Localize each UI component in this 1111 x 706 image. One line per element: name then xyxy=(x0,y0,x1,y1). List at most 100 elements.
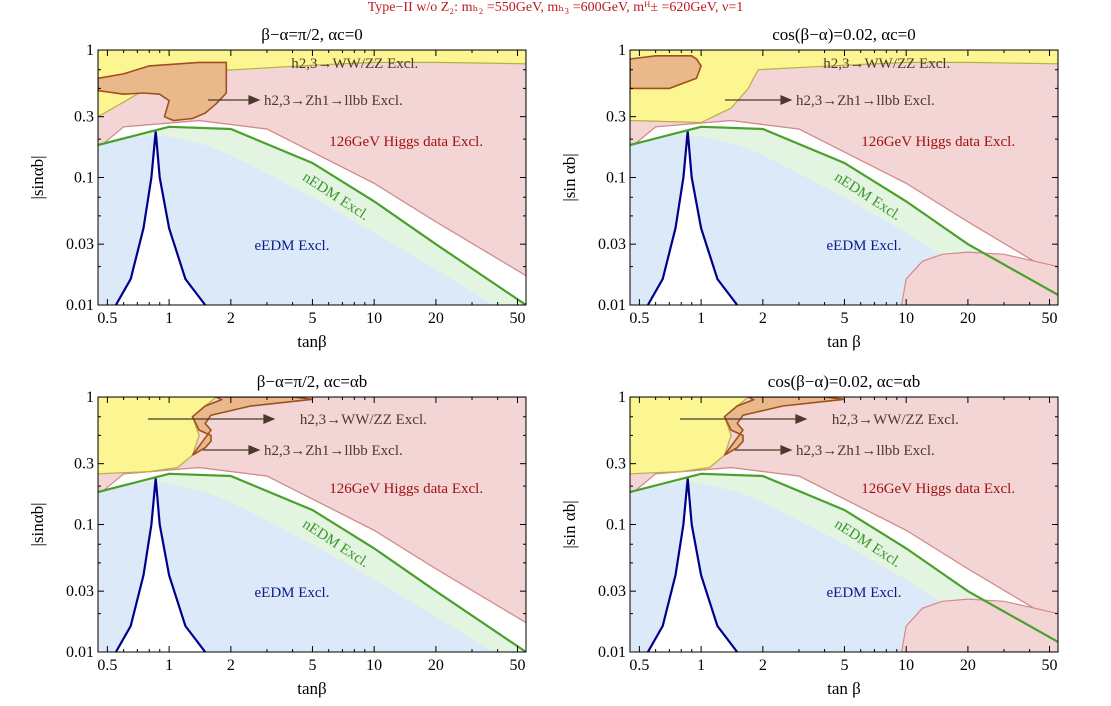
y-tick-label: 0.03 xyxy=(598,236,626,253)
plot-area xyxy=(630,397,1058,652)
chart-panel-1: 0.5 1 2 5 10 20 50 0.01 0.03 0.1 0.3 1 β−α=π/2, αc=0… xyxy=(28,25,527,351)
x-axis-label: tanβ xyxy=(297,679,326,698)
y-tick-label: 0.1 xyxy=(74,170,94,187)
nedm-boundary-curve xyxy=(98,472,526,652)
nedm-boundary-curve xyxy=(630,472,1058,643)
x-tick-label: 20 xyxy=(428,657,444,674)
y-tick-label: 0.03 xyxy=(66,583,94,600)
panel-title: cos(β−α)=0.02, αc=αb xyxy=(768,372,920,391)
x-tick-label: 2 xyxy=(759,310,767,327)
nedm-boundary-curve xyxy=(98,125,526,305)
eedm-allowed-spike xyxy=(647,478,738,652)
zh-label: h2,3→Zh1→llbb Excl. xyxy=(264,93,403,109)
y-tick-label: 0.1 xyxy=(606,170,626,187)
x-tick-label: 1 xyxy=(697,657,705,674)
x-tick-label: 20 xyxy=(428,310,444,327)
y-axis-label: |sinαb| xyxy=(28,502,47,546)
higgs-label: 126GeV Higgs data Excl. xyxy=(861,134,1015,150)
x-tick-label: 50 xyxy=(1042,310,1058,327)
y-tick-label: 0.03 xyxy=(66,236,94,253)
x-tick-label: 5 xyxy=(308,657,316,674)
x-axis-label: tan β xyxy=(827,332,861,351)
x-tick-label: 20 xyxy=(960,310,976,327)
x-tick-label: 1 xyxy=(165,310,173,327)
y-tick-label: 0.3 xyxy=(606,109,626,126)
x-tick-label: 0.5 xyxy=(97,310,117,327)
x-tick-label: 2 xyxy=(227,310,235,327)
higgs-label: 126GeV Higgs data Excl. xyxy=(329,481,483,497)
eedm-label: eEDM Excl. xyxy=(255,585,330,601)
x-tick-label: 0.5 xyxy=(629,657,649,674)
higgs-label: 126GeV Higgs data Excl. xyxy=(861,481,1015,497)
zh-excl-region xyxy=(630,54,702,90)
x-tick-label: 5 xyxy=(840,657,848,674)
eedm-boundary-curve xyxy=(114,131,207,305)
higgs-label: 126GeV Higgs data Excl. xyxy=(329,134,483,150)
eedm-label: eEDM Excl. xyxy=(827,585,902,601)
y-tick-label: 0.01 xyxy=(598,297,626,314)
chart-panel-3: 0.5 1 2 5 10 20 50 0.01 0.03 0.1 0.3 1 β−α=π/2, αc=α… xyxy=(28,372,527,698)
y-tick-label: 0.3 xyxy=(606,456,626,473)
zh-excl-region xyxy=(191,397,313,456)
higgs-excl-overlay xyxy=(98,397,526,624)
y-axis-label: |sin αb| xyxy=(560,153,579,201)
wwzz-label: h2,3→WW/ZZ Excl. xyxy=(300,412,427,428)
y-tick-label: 1 xyxy=(618,42,626,59)
plot-area xyxy=(98,397,526,652)
x-tick-label: 2 xyxy=(227,657,235,674)
zh-arrow-head xyxy=(248,445,261,455)
y-tick-label: 1 xyxy=(86,389,94,406)
eedm-excl-region xyxy=(98,135,526,305)
x-tick-label: 5 xyxy=(840,310,848,327)
eedm-allowed-spike xyxy=(647,131,738,305)
eedm-excl-region xyxy=(98,482,526,652)
zh-label: h2,3→Zh1→llbb Excl. xyxy=(264,443,403,459)
eedm-allowed-spike xyxy=(115,478,206,652)
wwzz-excl-region xyxy=(630,50,1058,124)
x-tick-label: 10 xyxy=(366,310,382,327)
panel-title: β−α=π/2, αc=αb xyxy=(257,372,367,391)
y-tick-label: 1 xyxy=(618,389,626,406)
higgs-excl-overlay xyxy=(630,397,1058,624)
x-tick-label: 50 xyxy=(510,310,526,327)
wwzz-label: h2,3→WW/ZZ Excl. xyxy=(823,56,950,72)
x-tick-label: 20 xyxy=(960,657,976,674)
eedm-boundary-curve xyxy=(114,478,207,652)
y-tick-label: 0.1 xyxy=(74,517,94,534)
x-tick-label: 10 xyxy=(366,657,382,674)
eedm-boundary-curve xyxy=(646,131,739,305)
wwzz-label: h2,3→WW/ZZ Excl. xyxy=(832,412,959,428)
x-tick-label: 1 xyxy=(165,657,173,674)
chart-panel-2: 0.5 1 2 5 10 20 50 0.01 0.03 0.1 0.3 1 cos(β−α)=0.02… xyxy=(560,25,1059,351)
plot-area xyxy=(98,50,526,305)
x-axis-label: tan β xyxy=(827,679,861,698)
eedm-allowed-spike xyxy=(115,131,206,305)
wwzz-arrow-head xyxy=(795,414,808,424)
eedm-boundary-curve xyxy=(646,478,739,652)
y-tick-label: 0.1 xyxy=(606,517,626,534)
higgs-island-region xyxy=(900,598,1058,652)
zh-label: h2,3→Zh1→llbb Excl. xyxy=(796,443,935,459)
higgs-island-region xyxy=(900,251,1058,305)
x-tick-label: 50 xyxy=(1042,657,1058,674)
zh-label: h2,3→Zh1→llbb Excl. xyxy=(796,93,935,109)
zh-arrow-head xyxy=(248,95,261,105)
eedm-label: eEDM Excl. xyxy=(255,238,330,254)
x-axis-label: tanβ xyxy=(297,332,326,351)
x-tick-label: 10 xyxy=(898,310,914,327)
wwzz-excl-region xyxy=(630,397,750,475)
x-tick-label: 1 xyxy=(697,310,705,327)
zh-arrow-head xyxy=(780,95,793,105)
x-tick-label: 0.5 xyxy=(97,657,117,674)
y-tick-label: 0.03 xyxy=(598,583,626,600)
y-tick-label: 0.3 xyxy=(74,456,94,473)
x-tick-label: 0.5 xyxy=(629,310,649,327)
plot-area xyxy=(630,50,1058,305)
eedm-label: eEDM Excl. xyxy=(827,238,902,254)
x-tick-label: 10 xyxy=(898,657,914,674)
wwzz-excl-region xyxy=(98,397,218,475)
y-tick-label: 0.3 xyxy=(74,109,94,126)
nedm-boundary-curve xyxy=(630,125,1058,296)
panel-title: cos(β−α)=0.02, αc=0 xyxy=(772,25,916,44)
